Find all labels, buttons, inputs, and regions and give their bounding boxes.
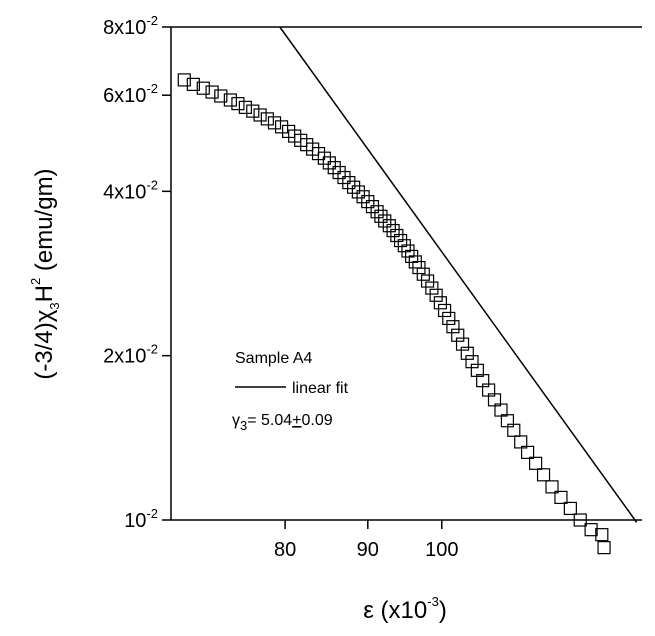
data-point	[446, 320, 460, 334]
data-point	[529, 456, 543, 470]
data-point	[597, 541, 611, 555]
data-point	[401, 244, 415, 258]
y-axis-title: (-3/4)χ3H2 (emu/gm)	[28, 168, 62, 379]
x-tick-label: 100	[425, 539, 458, 561]
data-point	[563, 501, 577, 516]
legend-title: Sample A4	[235, 350, 312, 367]
data-point	[347, 180, 361, 194]
data-point	[231, 97, 245, 111]
legend-line-label: linear fit	[292, 380, 349, 397]
data-point	[274, 120, 289, 134]
x-axis-title: ε (x10-3)	[363, 594, 447, 624]
data-point	[595, 528, 609, 542]
data-point	[365, 200, 380, 214]
data-point	[584, 523, 598, 537]
data-point	[356, 190, 370, 204]
data-point	[253, 108, 267, 122]
data-point	[238, 100, 252, 114]
data-point	[451, 328, 465, 342]
data-point	[390, 228, 404, 243]
y-tick-label: 2x10-2	[103, 342, 158, 368]
data-point	[412, 260, 426, 275]
data-point	[514, 435, 528, 449]
data-point	[317, 151, 331, 165]
data-point	[370, 205, 384, 219]
data-point	[470, 363, 484, 377]
y-tick-label: 10-2	[124, 506, 158, 532]
data-point	[337, 170, 351, 185]
data-point	[386, 223, 400, 238]
data-point	[267, 116, 282, 130]
data-point	[393, 233, 408, 248]
data-point	[382, 219, 396, 233]
data-point	[465, 355, 479, 369]
data-point	[455, 337, 470, 351]
data-point	[573, 513, 587, 527]
data-point	[442, 311, 456, 326]
data-point	[214, 89, 228, 103]
data-point	[437, 303, 452, 318]
data-point	[205, 85, 219, 99]
data-point	[186, 77, 200, 91]
data-point	[520, 445, 535, 459]
x-tick-label: 80	[274, 539, 296, 561]
data-point	[351, 185, 365, 199]
fit-line-group	[279, 26, 638, 523]
data-point	[420, 274, 435, 288]
data-point-group	[177, 73, 611, 555]
data-point	[425, 281, 439, 295]
data-point	[361, 195, 375, 209]
fit-line	[279, 26, 638, 523]
x-tick-group: 80 90 100	[274, 520, 458, 561]
data-point	[378, 214, 392, 228]
data-point	[536, 468, 551, 482]
plot-axes	[170, 26, 642, 521]
y-tick-group: 8x10-2 6x10-2 4x10-2 2x10-2 10-2	[103, 13, 171, 532]
legend: Sample A4 linear fit γ3= 5.04+0.09	[232, 350, 349, 433]
data-point	[460, 346, 474, 360]
x-tick-label: 90	[357, 539, 379, 561]
data-point	[327, 161, 341, 175]
data-point	[332, 165, 346, 180]
data-point	[397, 239, 411, 253]
data-point	[342, 176, 356, 190]
y-tick-label: 6x10-2	[103, 81, 158, 107]
data-point	[260, 112, 274, 126]
data-point	[322, 156, 336, 170]
data-point	[433, 296, 447, 310]
data-point	[545, 480, 559, 494]
data-point	[429, 288, 443, 302]
data-point	[196, 81, 210, 95]
y-tick-label: 4x10-2	[103, 177, 158, 203]
data-point	[223, 93, 237, 107]
data-point	[177, 73, 191, 87]
data-point	[246, 104, 260, 118]
data-point	[554, 490, 568, 505]
data-point	[507, 423, 521, 437]
data-point	[416, 267, 430, 281]
data-point	[374, 209, 388, 223]
legend-gamma-annotation: γ3= 5.04+0.09	[232, 412, 333, 433]
y-tick-label: 8x10-2	[103, 13, 158, 39]
